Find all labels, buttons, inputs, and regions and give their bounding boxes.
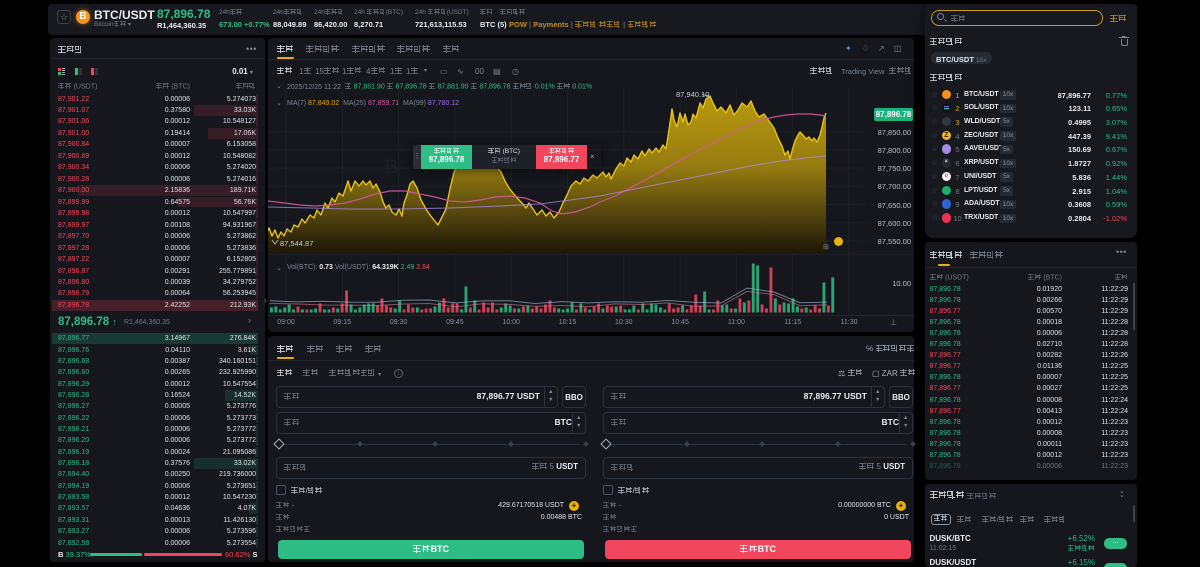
svg-text:87,544.87: 87,544.87 (280, 239, 313, 248)
svg-text:87,940.10: 87,940.10 (676, 90, 709, 99)
